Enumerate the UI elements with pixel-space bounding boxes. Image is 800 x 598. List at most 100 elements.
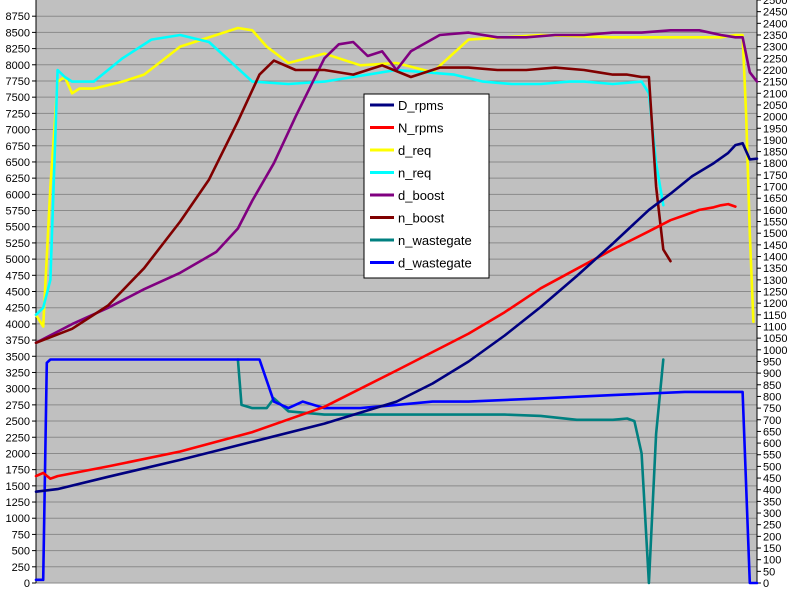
right-tick-label: 900 [763, 368, 781, 380]
right-tick-label: 400 [763, 485, 781, 497]
left-tick-label: 1250 [6, 497, 30, 509]
left-tick-label: 0 [24, 578, 30, 590]
left-tick-label: 2500 [6, 416, 30, 428]
left-tick-label: 7000 [6, 125, 30, 137]
right-tick-label: 1550 [763, 217, 787, 229]
right-tick-label: 600 [763, 438, 781, 450]
left-tick-label: 500 [12, 546, 30, 558]
right-tick-label: 1150 [763, 310, 787, 322]
right-tick-label: 2000 [763, 112, 787, 124]
right-tick-label: 1700 [763, 182, 787, 194]
legend-label: d_boost [398, 188, 445, 203]
left-tick-label: 4000 [6, 319, 30, 331]
left-y-axis: 0 250 500 750 1000 1250 1500 1750 2000 2250 2500 27… [6, 0, 37, 590]
series-layer [34, 26, 759, 585]
right-tick-label: 2050 [763, 100, 787, 112]
series-line-d-req [34, 26, 755, 328]
left-tick-label: 1750 [6, 465, 30, 477]
right-tick-label: 1050 [763, 333, 787, 345]
right-tick-label: 350 [763, 496, 781, 508]
series-line-n-boost [34, 59, 672, 345]
left-tick-label: 5500 [6, 222, 30, 234]
right-tick-label: 1300 [763, 275, 787, 287]
left-tick-label: 3000 [6, 384, 30, 396]
right-tick-label: 1400 [763, 252, 787, 264]
right-tick-label: 200 [763, 531, 781, 543]
series-line-n-rpms [34, 202, 737, 481]
right-tick-label: 1850 [763, 147, 787, 159]
legend: D_rpms N_rpms d_req n_req d_boost n_boost n_wa… [363, 93, 490, 279]
left-tick-label: 7750 [6, 76, 30, 88]
right-tick-label: 100 [763, 555, 781, 567]
right-tick-label: 1600 [763, 205, 787, 217]
left-tick-label: 5000 [6, 254, 30, 266]
right-tick-label: 1000 [763, 345, 787, 357]
left-tick-label: 7250 [6, 108, 30, 120]
left-tick-label: 3500 [6, 351, 30, 363]
series-line-n-req [34, 33, 665, 317]
left-tick-label: 3750 [6, 335, 30, 347]
legend-box [363, 93, 490, 279]
left-tick-label: 2250 [6, 432, 30, 444]
left-tick-label: 250 [12, 562, 30, 574]
right-tick-label: 550 [763, 450, 781, 462]
right-tick-label: 650 [763, 426, 781, 438]
right-tick-label: 1450 [763, 240, 787, 252]
legend-label: d_req [398, 143, 431, 158]
right-tick-label: 1900 [763, 135, 787, 147]
left-tick-label: 8500 [6, 27, 30, 39]
right-tick-label: 2200 [763, 65, 787, 77]
legend-label: D_rpms [398, 98, 444, 113]
left-tick-label: 6000 [6, 189, 30, 201]
series-line-d-rpms [34, 141, 759, 494]
left-tick-label: 2750 [6, 400, 30, 412]
left-tick-label: 6750 [6, 141, 30, 153]
right-tick-label: 2100 [763, 88, 787, 100]
right-tick-label: 2150 [763, 77, 787, 89]
right-tick-label: 1200 [763, 298, 787, 310]
right-tick-label: 2450 [763, 7, 787, 19]
right-tick-label: 1800 [763, 158, 787, 170]
series-line-n-wastegate [236, 358, 665, 585]
right-tick-label: 2500 [763, 0, 787, 7]
right-y-axis: 0501001502002503003504004505005506006507… [756, 0, 787, 590]
legend-label: N_rpms [398, 121, 444, 136]
left-tick-label: 8250 [6, 44, 30, 56]
right-tick-label: 1250 [763, 287, 787, 299]
left-tick-label: 4250 [6, 303, 30, 315]
left-tick-label: 750 [12, 529, 30, 541]
left-tick-label: 8000 [6, 60, 30, 72]
left-tick-label: 8750 [6, 11, 30, 23]
left-tick-label: 1500 [6, 481, 30, 493]
right-tick-label: 2300 [763, 42, 787, 54]
right-tick-label: 750 [763, 403, 781, 415]
right-tick-label: 50 [763, 566, 775, 578]
series-line-d-boost [34, 28, 759, 345]
right-tick-label: 0 [763, 578, 769, 590]
right-tick-label: 2350 [763, 30, 787, 42]
right-tick-label: 800 [763, 391, 781, 403]
right-tick-label: 1950 [763, 123, 787, 135]
right-tick-label: 1650 [763, 193, 787, 205]
left-tick-label: 2000 [6, 448, 30, 460]
legend-label: n_req [398, 166, 431, 181]
left-tick-label: 7500 [6, 92, 30, 104]
right-tick-label: 1100 [763, 321, 787, 333]
right-tick-label: 1500 [763, 228, 787, 240]
right-tick-label: 1350 [763, 263, 787, 275]
left-tick-label: 6250 [6, 173, 30, 185]
legend-label: n_wastegate [398, 233, 472, 248]
right-tick-label: 850 [763, 380, 781, 392]
left-tick-label: 6500 [6, 157, 30, 169]
left-tick-label: 1000 [6, 513, 30, 525]
right-tick-label: 1750 [763, 170, 787, 182]
right-tick-label: 500 [763, 461, 781, 473]
legend-label: d_wastegate [398, 256, 472, 271]
right-tick-label: 2400 [763, 18, 787, 30]
right-tick-label: 2250 [763, 53, 787, 65]
left-tick-label: 5250 [6, 238, 30, 250]
left-tick-label: 5750 [6, 206, 30, 218]
right-tick-label: 300 [763, 508, 781, 520]
